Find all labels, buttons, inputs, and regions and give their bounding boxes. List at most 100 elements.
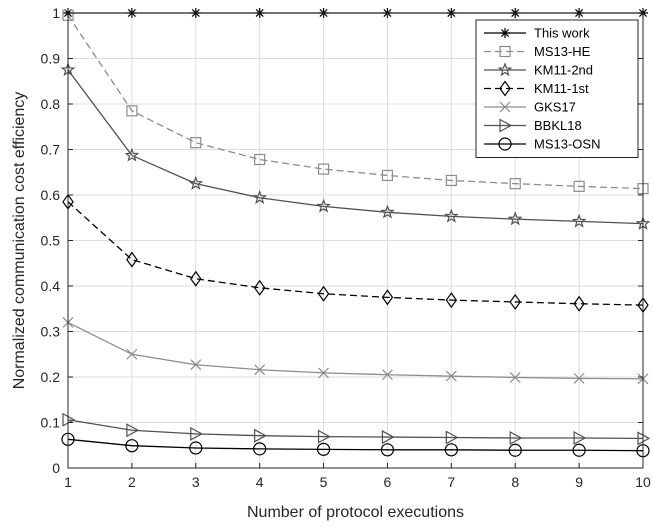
- series-line: [67, 438, 644, 452]
- data-point: [317, 429, 331, 444]
- x-tick-label: 4: [256, 474, 264, 490]
- ticks: 1 2 3 4 5 6 7 8 9 10 0 0.1 0.2 0.3 0.4 0.5 0.6 0.7 0.8 0.9 1: [41, 5, 651, 490]
- y-tick-label: 0.5: [41, 233, 61, 249]
- data-point: [573, 295, 585, 312]
- legend-entry: This work: [484, 26, 590, 41]
- data-point: [573, 372, 585, 384]
- data-point: [189, 441, 203, 455]
- data-point: [252, 190, 267, 204]
- legend: This work MS13-HE KM11-2nd KM11-1st GKS17 BBK…: [475, 19, 639, 158]
- data-point: [124, 147, 140, 162]
- data-point: [254, 153, 266, 166]
- x-tick-label: 8: [511, 474, 519, 490]
- y-tick-label: 0.2: [41, 369, 61, 385]
- data-point: [380, 443, 395, 457]
- y-tick-label: 0.6: [41, 187, 61, 203]
- legend-marker: [499, 118, 513, 133]
- data-point: [381, 169, 394, 182]
- legend-entry: KM11-2nd: [484, 62, 593, 78]
- data-point: [316, 442, 331, 456]
- y-tick-label: 0.9: [41, 51, 61, 67]
- legend-label: GKS17: [534, 100, 576, 115]
- legend-marker: [498, 137, 512, 151]
- series-line: [67, 321, 644, 380]
- series-gks17: [62, 316, 649, 385]
- legend-label: This work: [534, 26, 590, 41]
- data-point: [126, 251, 138, 268]
- legend-marker: [499, 101, 511, 113]
- data-point: [572, 443, 586, 457]
- data-point: [253, 279, 266, 296]
- series-line: [67, 69, 644, 225]
- x-axis-label: Number of protocol executions: [247, 504, 464, 521]
- y-tick-label: 0.4: [41, 278, 61, 294]
- x-tick-label: 3: [192, 474, 200, 490]
- legend-label: MS13-HE: [534, 44, 591, 59]
- data-point: [380, 204, 395, 219]
- data-point: [509, 293, 521, 310]
- data-point: [445, 370, 457, 382]
- series-line: [67, 419, 644, 440]
- data-point: [381, 430, 395, 445]
- data-point: [573, 430, 587, 445]
- data-point: [126, 423, 140, 438]
- y-axis-label: Normalized communication cost efficiency: [11, 92, 28, 390]
- x-tick-label: 10: [635, 474, 651, 490]
- legend-marker: [500, 28, 510, 38]
- legend-label: KM11-2nd: [534, 63, 593, 78]
- x-tick-label: 6: [384, 474, 392, 490]
- data-point: [316, 198, 331, 213]
- y-tick-label: 1: [52, 5, 60, 21]
- data-point: [381, 289, 394, 306]
- series-line: [67, 14, 644, 190]
- data-point: [126, 348, 138, 360]
- data-point: [317, 163, 330, 175]
- legend-box: [475, 19, 639, 158]
- series-ms13-he: [62, 9, 649, 195]
- x-tick-label: 7: [447, 474, 455, 490]
- x-tick-label: 9: [575, 474, 583, 490]
- x-tick-label: 1: [64, 474, 72, 490]
- legend-label: MS13-OSN: [534, 137, 600, 152]
- legend-entry: MS13-OSN: [484, 137, 600, 152]
- data-point: [508, 443, 522, 457]
- x-tick-label: 5: [320, 474, 328, 490]
- data-point: [571, 213, 587, 228]
- x-tick-label: 2: [128, 474, 136, 490]
- data-point: [444, 443, 458, 457]
- data-point: [573, 180, 585, 192]
- y-tick-label: 0.8: [41, 96, 61, 112]
- data-point: [190, 359, 202, 371]
- y-tick-label: 0.1: [41, 415, 61, 431]
- y-tick-label: 0: [52, 460, 60, 476]
- data-point: [126, 105, 138, 117]
- series-line: [67, 201, 644, 306]
- data-point: [254, 428, 267, 443]
- data-point: [509, 178, 521, 190]
- legend-entry: BBKL18: [484, 118, 582, 133]
- y-tick-label: 0.3: [41, 324, 61, 340]
- data-point: [253, 442, 267, 456]
- legend-label: KM11-1st: [534, 81, 589, 96]
- data-point: [190, 137, 202, 149]
- data-point: [254, 364, 266, 376]
- data-point: [188, 175, 204, 190]
- data-point: [382, 369, 393, 381]
- data-point: [190, 426, 204, 441]
- legend-marker: [499, 80, 511, 97]
- data-point: [445, 292, 458, 309]
- data-point: [445, 174, 457, 187]
- legend-entry: GKS17: [484, 100, 576, 115]
- data-point: [317, 285, 330, 302]
- legend-entry: KM11-1st: [484, 80, 589, 97]
- data-point: [445, 430, 459, 445]
- data-point: [443, 208, 459, 223]
- data-point: [125, 439, 139, 453]
- y-tick-label: 0.7: [41, 142, 61, 158]
- legend-entry: MS13-HE: [484, 44, 591, 59]
- data-point: [509, 372, 521, 383]
- data-point: [509, 430, 523, 445]
- legend-label: BBKL18: [534, 118, 582, 133]
